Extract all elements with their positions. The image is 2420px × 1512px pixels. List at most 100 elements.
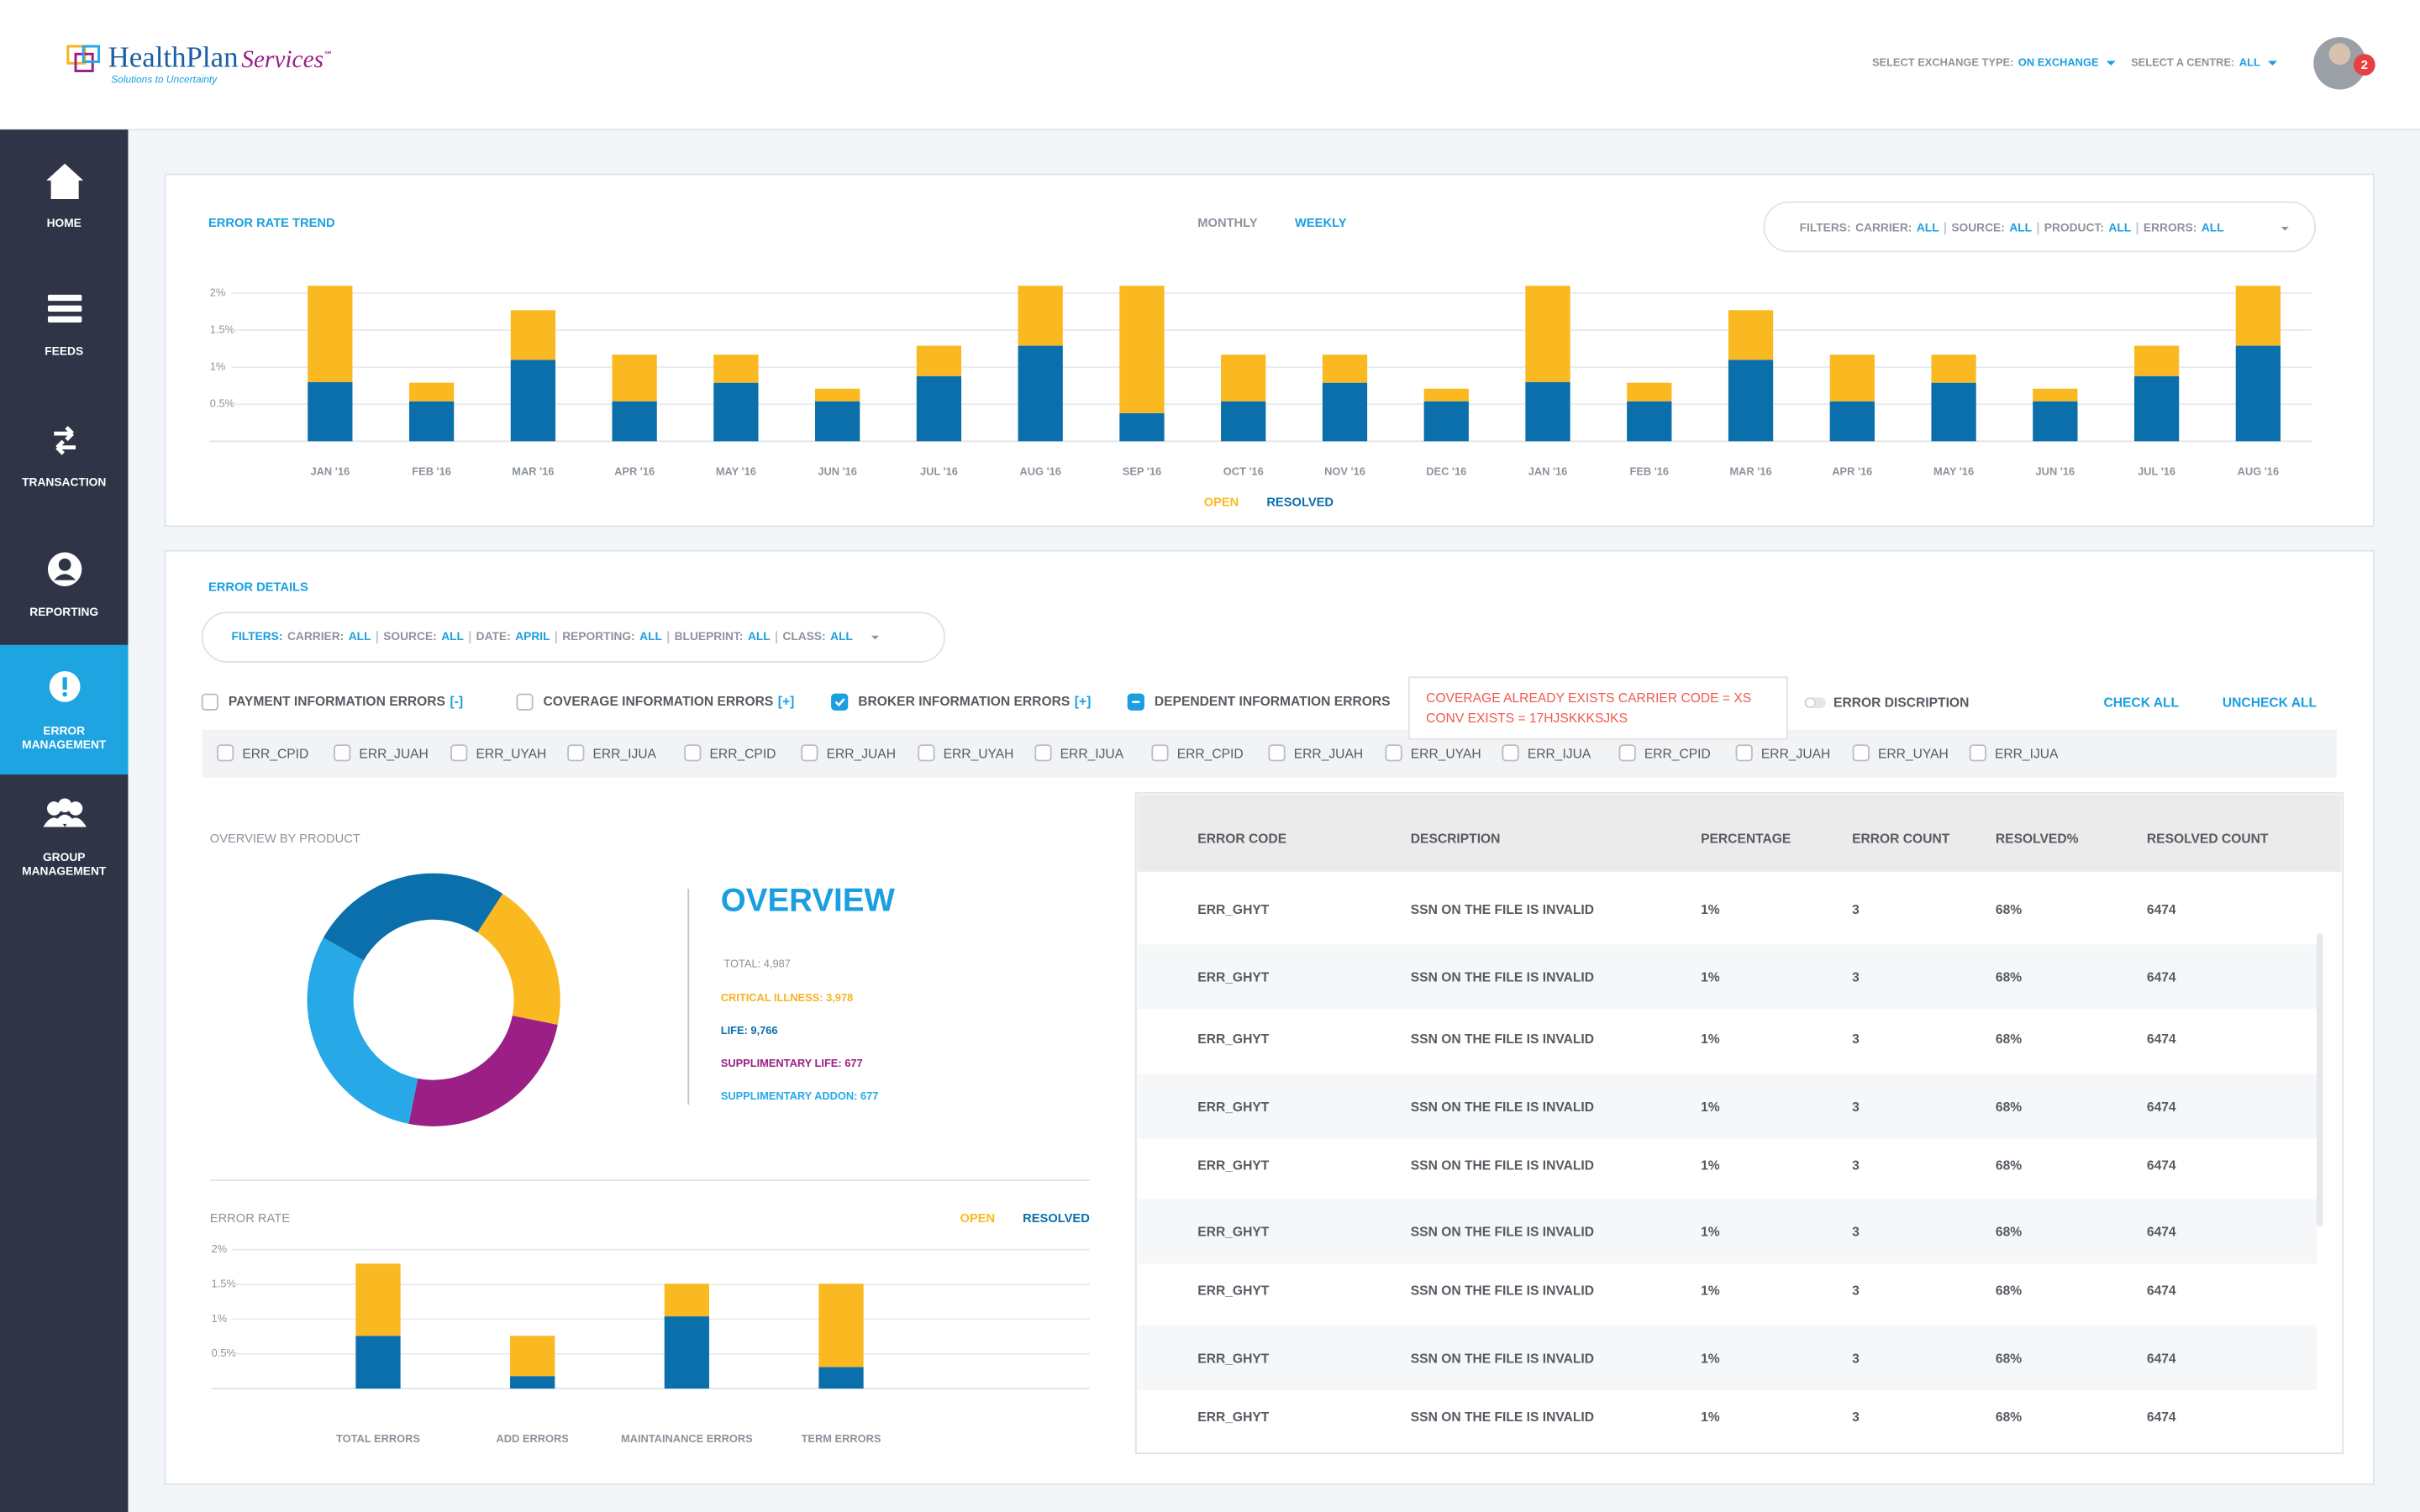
tooltip-line: CONV EXISTS = 17HJSKKKSJKS: [1426, 711, 1628, 726]
details-filter-pill[interactable]: [201, 612, 945, 663]
table-cell: SSN ON THE FILE IS INVALID: [1411, 1352, 1594, 1366]
bar-segment: [1525, 381, 1570, 442]
sidebar-label[interactable]: FEEDS: [45, 344, 83, 357]
caret: [2106, 60, 2116, 66]
table-cell: 1%: [1701, 903, 1720, 917]
tab[interactable]: MONTHLY: [1197, 217, 1257, 230]
code-checkbox[interactable]: [334, 744, 351, 762]
table-cell: 68%: [1996, 1284, 2022, 1298]
y-tick-label: 1.5%: [210, 323, 234, 335]
filter-value[interactable]: ALL: [2108, 221, 2131, 234]
icon-group: [68, 801, 83, 816]
code-checkbox[interactable]: [1735, 744, 1753, 762]
sidebar-active[interactable]: [0, 644, 129, 775]
code-checkbox[interactable]: [1852, 744, 1870, 762]
filter-value[interactable]: ALL: [349, 630, 371, 643]
filter-value[interactable]: ALL: [639, 630, 662, 643]
sidebar-label[interactable]: REPORTING: [29, 606, 98, 618]
code-checkbox[interactable]: [1034, 744, 1052, 762]
x-tick-label: JUL '16: [920, 465, 958, 477]
switch-knob[interactable]: [1805, 697, 1816, 708]
code-checkbox[interactable]: [1385, 744, 1402, 762]
code-checkbox[interactable]: [1151, 744, 1169, 762]
filter-prefix: FILTERS:: [232, 630, 283, 643]
selector-label: SELECT A CENTRE:: [2131, 56, 2234, 69]
group-toggle[interactable]: [-]: [450, 695, 464, 709]
group-toggle[interactable]: [+]: [778, 695, 795, 709]
table-cell: 68%: [1996, 903, 2022, 917]
filter-value[interactable]: ALL: [2009, 221, 2032, 234]
filter-value[interactable]: ALL: [1917, 221, 1939, 234]
table-cell: ERR_GHYT: [1197, 1284, 1269, 1298]
table-column: ERROR COUNT: [1852, 832, 1950, 846]
uncheck-all[interactable]: UNCHECK ALL: [2223, 696, 2317, 711]
group-label: DEPENDENT INFORMATION ERRORS: [1155, 695, 1391, 709]
filter-value[interactable]: ALL: [441, 630, 464, 643]
table-cell: ERR_GHYT: [1197, 1159, 1269, 1173]
table-cell: 6474: [2147, 903, 2176, 917]
code-checkbox[interactable]: [567, 744, 585, 762]
trend-title: ERROR RATE TREND: [208, 217, 335, 230]
table-cell: 3: [1852, 903, 1860, 917]
trend-filter-pill[interactable]: [1763, 201, 2317, 253]
notification-badge[interactable]: [2354, 54, 2375, 76]
table-cell: 68%: [1996, 1159, 2022, 1173]
table-column: ERROR CODE: [1197, 832, 1286, 846]
sidebar-label[interactable]: MANAGEMENT: [22, 864, 107, 877]
code-label: ERR_CPID: [242, 747, 308, 761]
filter-value[interactable]: ALL: [748, 630, 771, 643]
checkbox[interactable]: [516, 693, 534, 711]
code-checkbox[interactable]: [1618, 744, 1636, 762]
donut-segment: [408, 1016, 558, 1126]
table-cell: 68%: [1996, 1100, 2022, 1115]
x-tick-label: APR '16: [614, 465, 655, 477]
bar-segment: [1018, 345, 1063, 442]
code-checkbox[interactable]: [1268, 744, 1286, 762]
code-label: ERR_UYAH: [476, 747, 546, 761]
code-checkbox[interactable]: [1502, 744, 1519, 762]
error-description-switch[interactable]: [1804, 697, 1826, 709]
code-checkbox[interactable]: [801, 744, 818, 762]
tab[interactable]: WEEKLY: [1295, 217, 1347, 230]
table-cell: 3: [1852, 1410, 1860, 1425]
sidebar-label[interactable]: TRANSACTION: [22, 476, 106, 489]
sidebar-label[interactable]: GROUP: [43, 851, 85, 864]
checkbox[interactable]: [831, 693, 849, 711]
bar-segment: [612, 354, 657, 402]
bar-segment: [1119, 286, 1165, 413]
check-all[interactable]: CHECK ALL: [2103, 696, 2179, 711]
code-checkbox[interactable]: [1969, 744, 1986, 762]
overview-item: SUPPLIMENTARY ADDON: 677: [721, 1089, 879, 1102]
group-toggle[interactable]: [+]: [1075, 695, 1092, 709]
filter-value[interactable]: ALL: [830, 630, 853, 643]
table-cell: ERR_GHYT: [1197, 1410, 1269, 1425]
scrollbar[interactable]: [2316, 933, 2323, 1227]
table-cell: SSN ON THE FILE IS INVALID: [1411, 1284, 1594, 1298]
selector-value[interactable]: ALL: [2239, 56, 2260, 69]
code-checkbox[interactable]: [918, 744, 935, 762]
filter-value[interactable]: APRIL: [515, 630, 550, 643]
table-cell: ERR_GHYT: [1197, 1032, 1269, 1047]
code-checkbox[interactable]: [684, 744, 702, 762]
checkbox[interactable]: [201, 693, 218, 711]
code-label: ERR_IJUA: [1060, 747, 1124, 761]
group-label: COVERAGE INFORMATION ERRORS: [544, 695, 774, 709]
code-checkbox[interactable]: [217, 744, 234, 762]
table-column: RESOLVED%: [1996, 832, 2079, 846]
selector-value[interactable]: ON EXCHANGE: [2018, 56, 2099, 69]
bar-segment: [1728, 310, 1774, 360]
x-tick-label: JAN '16: [1528, 465, 1568, 477]
sidebar-label[interactable]: ERROR: [43, 724, 85, 737]
filter-value[interactable]: ALL: [2202, 221, 2224, 234]
bar-segment: [815, 401, 860, 442]
table-row-stripe: [1137, 1325, 2317, 1390]
x-tick-label: AUG '16: [1019, 465, 1060, 477]
x-tick-label: TERM ERRORS: [802, 1432, 881, 1445]
code-label: ERR_JUAH: [359, 747, 428, 761]
error-rate-title: ERROR RATE: [210, 1212, 290, 1226]
bar-segment: [1423, 401, 1469, 442]
sidebar-label[interactable]: MANAGEMENT: [22, 738, 107, 751]
code-checkbox[interactable]: [450, 744, 468, 762]
sidebar-label[interactable]: HOME: [47, 217, 82, 229]
table-cell: 1%: [1701, 1226, 1720, 1240]
